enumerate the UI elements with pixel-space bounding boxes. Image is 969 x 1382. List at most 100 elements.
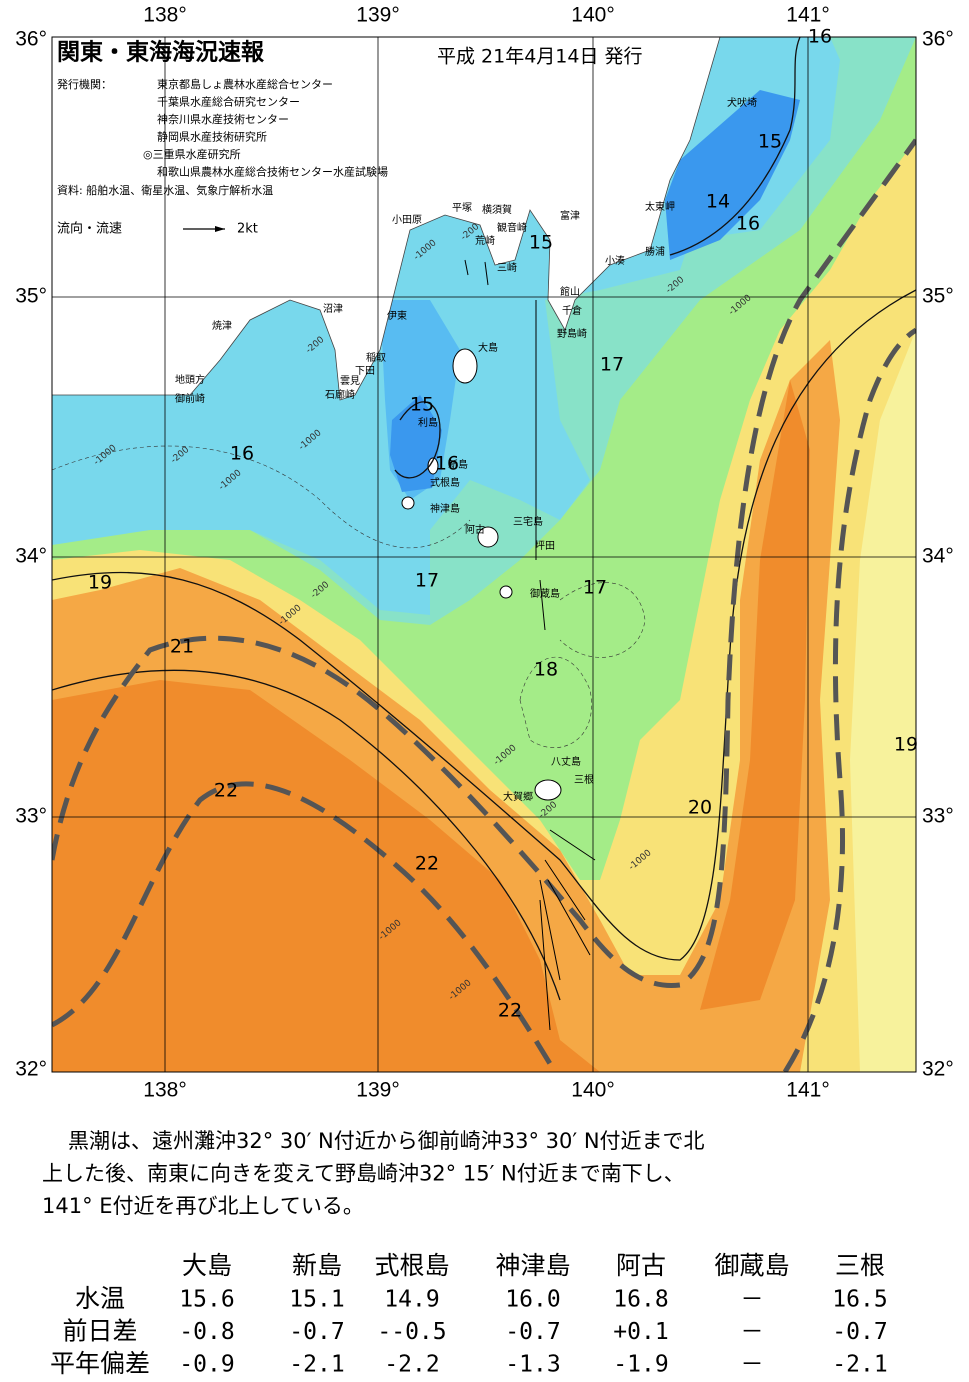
table-cell: -0.8 xyxy=(179,1319,234,1345)
table-cell: 15.1 xyxy=(289,1287,344,1313)
isotherm-label: 15 xyxy=(529,232,553,254)
place-name: 横須賀 xyxy=(482,203,512,216)
table-cell: -0.7 xyxy=(289,1319,344,1345)
data-source: 資料: 船舶水温、衛星水温、気象庁解析水温 xyxy=(57,183,273,197)
place-name: 焼津 xyxy=(212,320,232,332)
lat-label: 33° xyxy=(922,805,954,828)
table-cell: -0.9 xyxy=(179,1352,234,1378)
current-vectors xyxy=(464,259,596,1031)
legend-scale: 2kt xyxy=(237,222,258,237)
isotherm-label: 17 xyxy=(600,354,624,376)
table-cell: － xyxy=(741,1287,764,1313)
lon-label: 139° xyxy=(356,4,399,27)
table-cell: -1.9 xyxy=(613,1352,668,1378)
place-name: 稲取 xyxy=(366,352,386,364)
map-title: 関東・東海海況速報 xyxy=(57,39,265,66)
table-header: 神津島 xyxy=(495,1251,570,1280)
place-name: 大賀郷 xyxy=(503,790,533,803)
place-name: 坪田 xyxy=(535,539,555,552)
place-name: 神津島 xyxy=(430,502,460,515)
lat-label: 34° xyxy=(922,545,954,568)
lon-label: 141° xyxy=(786,4,829,27)
lon-label: 138° xyxy=(143,1079,186,1102)
place-name: 八丈島 xyxy=(551,755,581,768)
place-name: 太東岬 xyxy=(645,200,675,213)
issue-date: 平成 21年4月14日 発行 xyxy=(437,46,643,68)
table-header: 新島 xyxy=(292,1251,342,1280)
place-name: 伊東 xyxy=(387,309,407,322)
lat-label: 32° xyxy=(15,1058,47,1081)
place-name: 小湊 xyxy=(605,254,625,267)
table-cell: 16.8 xyxy=(613,1287,668,1313)
row-label: 平年偏差 xyxy=(50,1349,150,1378)
table-header: 大島 xyxy=(182,1251,232,1280)
lon-label: 139° xyxy=(356,1079,399,1102)
table-cell: -2.1 xyxy=(832,1352,887,1378)
map-area xyxy=(52,37,916,1072)
isotherm-label: 22 xyxy=(415,853,439,875)
table-cell: -2.1 xyxy=(289,1352,344,1378)
place-name: 三崎 xyxy=(497,261,517,274)
isotherm-label: 16 xyxy=(736,213,760,235)
issuer: ◎三重県水産研究所 xyxy=(143,147,241,161)
table-cell: 15.6 xyxy=(179,1287,234,1313)
table-header: 御蔵島 xyxy=(714,1251,789,1280)
place-name: 三根 xyxy=(574,773,594,786)
issuer: 千葉県水産総合研究センター xyxy=(157,95,300,109)
table-cell: -0.7 xyxy=(505,1319,560,1345)
isotherm-label: 16 xyxy=(435,453,459,475)
lon-label: 140° xyxy=(571,4,614,27)
isotherm-label: 16 xyxy=(230,443,254,465)
place-name: 館山 xyxy=(560,285,580,298)
lon-label: 141° xyxy=(786,1079,829,1102)
place-name: 野島崎 xyxy=(557,327,587,340)
place-name: 御前崎 xyxy=(175,392,205,405)
table-cell: -0.7 xyxy=(832,1319,887,1345)
place-name: 荒崎 xyxy=(475,234,495,247)
issuer: 静岡県水産技術研究所 xyxy=(157,130,267,144)
isotherm-label: 19 xyxy=(894,734,918,756)
lat-label: 33° xyxy=(15,805,47,828)
isotherm-label: 16 xyxy=(808,26,832,48)
place-name: 富津 xyxy=(560,209,580,222)
isotherm-label: 22 xyxy=(498,1000,522,1022)
place-name: 御蔵島 xyxy=(530,587,560,600)
place-name: 犬吠埼 xyxy=(727,96,757,109)
isotherm-label: 22 xyxy=(214,780,238,802)
lat-label: 36° xyxy=(15,28,47,51)
table-cell: 16.0 xyxy=(505,1287,560,1313)
table-cell: － xyxy=(741,1319,764,1345)
isotherm-label: 15 xyxy=(758,131,782,153)
table-cell: --0.5 xyxy=(377,1319,446,1345)
lat-label: 35° xyxy=(922,285,954,308)
lat-label: 35° xyxy=(15,285,47,308)
place-name: 阿古 xyxy=(465,523,485,536)
place-name: 地頭方 xyxy=(175,373,205,386)
issuer-label: 発行機関： xyxy=(57,77,112,91)
isotherm-label: 14 xyxy=(706,191,730,213)
table-header: 阿古 xyxy=(616,1251,666,1280)
place-name: 利島 xyxy=(418,416,438,429)
place-name: 石廊崎 xyxy=(325,388,355,401)
lat-label: 34° xyxy=(15,545,47,568)
table-cell: -1.3 xyxy=(505,1352,560,1378)
row-label: 前日差 xyxy=(62,1317,137,1346)
issuer: 東京都島しょ農林水産総合センター xyxy=(157,77,333,91)
place-name: 観音崎 xyxy=(497,221,527,234)
lon-label: 138° xyxy=(143,4,186,27)
place-name: 式根島 xyxy=(430,476,460,489)
table-cell: － xyxy=(741,1352,764,1378)
place-name: 沼津 xyxy=(323,302,343,315)
isotherm-label: 15 xyxy=(410,394,434,416)
isotherm-label: 18 xyxy=(534,659,558,681)
issuer: 神奈川県水産技術センター xyxy=(157,112,289,126)
isotherm-label: 19 xyxy=(88,572,112,594)
place-name: 千倉 xyxy=(562,304,582,317)
place-name: 新島 xyxy=(448,458,468,471)
table-header: 式根島 xyxy=(374,1251,449,1280)
map-frame xyxy=(51,36,917,1073)
issuer: 和歌山県農林水産総合技術センター水産試験場 xyxy=(157,165,388,179)
summary-line: 黒潮は、遠州灘沖32° 30′ N付近から御前崎沖33° 30′ N付近まで北 xyxy=(68,1129,705,1153)
summary-line: 上した後、南東に向きを変えて野島崎沖32° 15′ N付近まで南下し、 xyxy=(42,1162,685,1186)
